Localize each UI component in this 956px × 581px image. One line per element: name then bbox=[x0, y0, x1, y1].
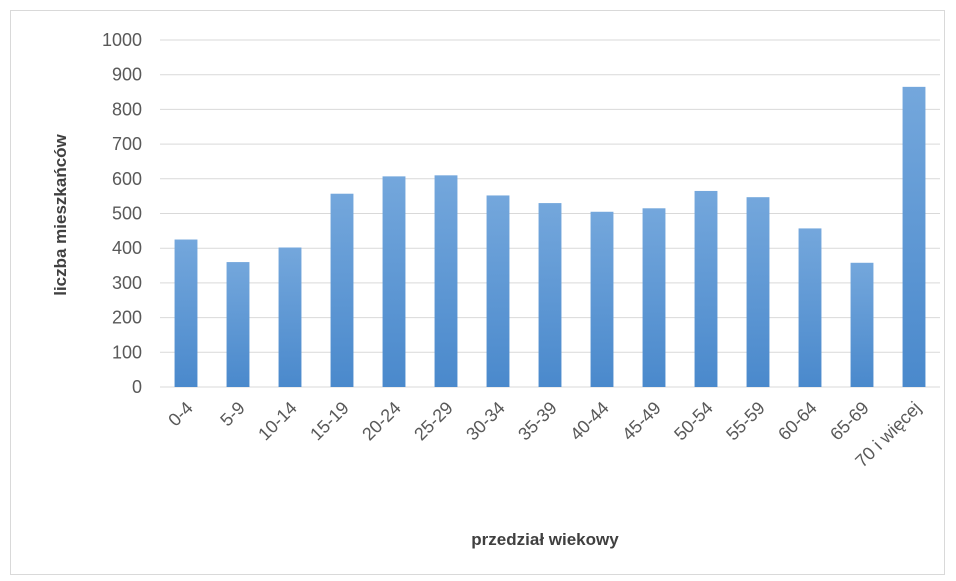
bar bbox=[226, 262, 250, 387]
y-tick-label: 200 bbox=[112, 308, 142, 328]
bar bbox=[850, 262, 874, 387]
y-tick-label: 700 bbox=[112, 134, 142, 154]
x-tick-label: 15-19 bbox=[306, 398, 353, 445]
x-tick-label: 30-34 bbox=[462, 398, 509, 445]
y-tick-label: 300 bbox=[112, 273, 142, 293]
x-tick-label: 65-69 bbox=[826, 398, 873, 445]
bar bbox=[382, 176, 406, 387]
x-tick-label: 5-9 bbox=[216, 398, 249, 431]
x-tick-label: 50-54 bbox=[670, 398, 717, 445]
bar bbox=[746, 197, 770, 387]
x-tick-label: 45-49 bbox=[618, 398, 665, 445]
bar bbox=[434, 175, 458, 387]
bar bbox=[538, 203, 562, 387]
x-tick-label: 60-64 bbox=[774, 398, 821, 445]
x-tick-label: 10-14 bbox=[254, 398, 301, 445]
x-tick-label: 55-59 bbox=[722, 398, 769, 445]
x-axis-tick-labels: 0-4 5-9 10-14 15-19 20-24 25-29 30-34 35-39 40-4… bbox=[164, 398, 925, 472]
y-tick-label: 600 bbox=[112, 169, 142, 189]
bar bbox=[798, 228, 822, 387]
y-tick-label: 500 bbox=[112, 204, 142, 224]
y-tick-label: 100 bbox=[112, 342, 142, 362]
y-tick-label: 900 bbox=[112, 65, 142, 85]
bar bbox=[694, 190, 718, 387]
x-axis-title: przedział wiekowy bbox=[471, 530, 619, 549]
y-tick-label: 0 bbox=[132, 377, 142, 397]
bar bbox=[330, 193, 354, 387]
x-tick-label: 0-4 bbox=[164, 398, 197, 431]
y-axis-tick-labels: 0 100 200 300 400 500 600 700 800 900 1000 bbox=[102, 30, 142, 397]
y-tick-label: 800 bbox=[112, 99, 142, 119]
y-tick-label: 1000 bbox=[102, 30, 142, 50]
bar bbox=[902, 86, 926, 387]
y-tick-label: 400 bbox=[112, 238, 142, 258]
bar bbox=[174, 239, 198, 387]
bar bbox=[590, 211, 614, 387]
bars bbox=[174, 86, 926, 387]
x-tick-label: 35-39 bbox=[514, 398, 561, 445]
chart-frame bbox=[10, 10, 945, 575]
bar bbox=[486, 195, 510, 387]
x-tick-label: 25-29 bbox=[410, 398, 457, 445]
bar bbox=[278, 247, 302, 387]
bar bbox=[642, 208, 666, 387]
x-tick-label: 40-44 bbox=[566, 398, 613, 445]
x-tick-label: 20-24 bbox=[358, 398, 405, 445]
y-axis-title: liczba mieszkańców bbox=[51, 133, 70, 295]
